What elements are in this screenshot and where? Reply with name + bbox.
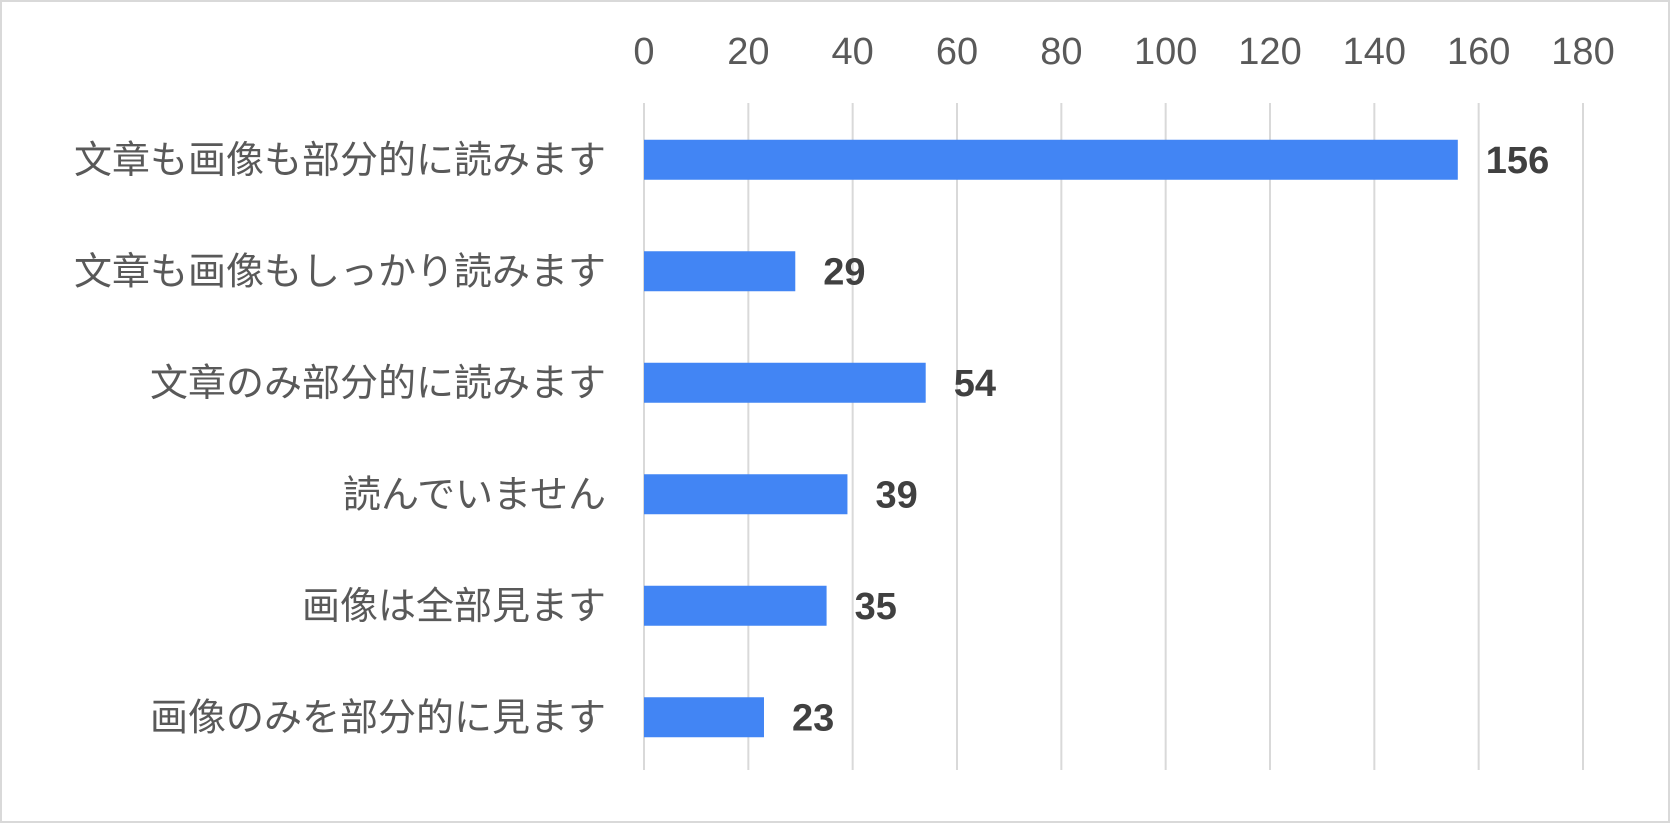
bar [644, 139, 1458, 180]
bar [644, 474, 848, 515]
data-label: 23 [792, 697, 834, 739]
x-tick-label: 40 [832, 31, 874, 73]
data-label: 156 [1486, 140, 1549, 182]
gridlines [643, 103, 1584, 770]
data-label: 39 [875, 474, 917, 516]
bar [644, 585, 827, 626]
x-tick-label: 140 [1343, 31, 1406, 73]
x-tick-label: 120 [1238, 31, 1301, 73]
category-label: 画像は全部見ます [302, 584, 606, 628]
data-label: 35 [855, 586, 897, 628]
bar [644, 697, 764, 738]
category-label: 文章も画像も部分的に読みます [74, 138, 606, 182]
category-label: 読んでいません [343, 472, 606, 516]
data-label: 54 [954, 363, 996, 405]
category-label: 文章も画像もしっかり読みます [74, 249, 606, 293]
bars [644, 139, 1458, 738]
category-labels: 文章も画像も部分的に読みます文章も画像もしっかり読みます文章のみ部分的に読みます… [74, 138, 606, 740]
data-label: 29 [823, 251, 865, 293]
x-tick-label: 80 [1040, 31, 1082, 73]
x-tick-label: 0 [633, 31, 654, 73]
category-label: 画像のみを部分的に見ます [150, 695, 606, 739]
bar [644, 251, 796, 292]
x-axis-tick-labels: 0 20 40 60 80 100 120 140 160 180 [633, 31, 1614, 73]
x-tick-label: 160 [1447, 31, 1510, 73]
data-labels: 156 29 54 39 35 23 [792, 140, 1549, 740]
category-label: 文章のみ部分的に読みます [150, 361, 606, 405]
x-tick-label: 180 [1551, 31, 1614, 73]
x-tick-label: 20 [727, 31, 769, 73]
bar [644, 362, 926, 403]
x-tick-label: 100 [1134, 31, 1197, 73]
x-tick-label: 60 [936, 31, 978, 73]
